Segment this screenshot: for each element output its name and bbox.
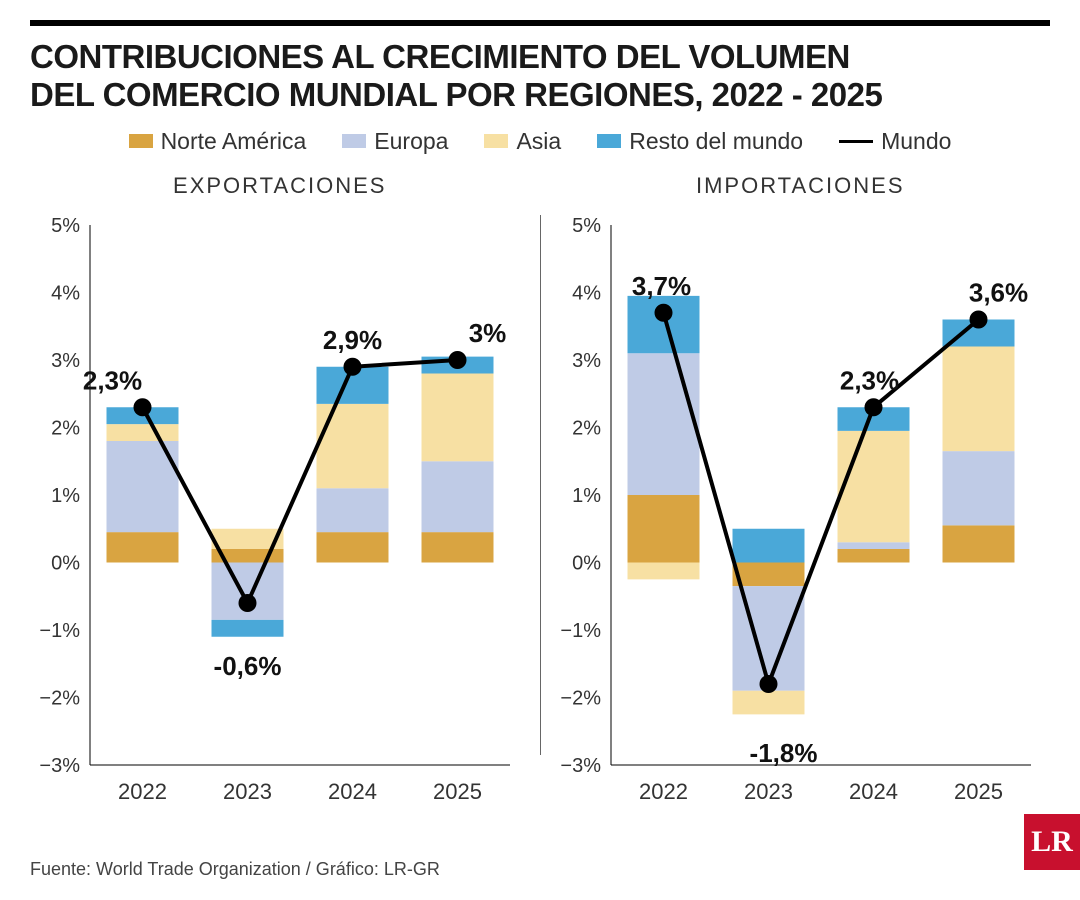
svg-text:3,6%: 3,6% xyxy=(968,277,1027,307)
svg-text:2,3%: 2,3% xyxy=(83,365,142,395)
swatch-asia xyxy=(484,134,508,148)
svg-text:3%: 3% xyxy=(469,318,507,348)
svg-text:−3%: −3% xyxy=(560,755,601,777)
chart-title-imports: IMPORTACIONES xyxy=(551,173,1051,199)
legend-label-na: Norte América xyxy=(161,128,307,155)
legend-item-row: Resto del mundo xyxy=(597,128,803,155)
svg-text:2,3%: 2,3% xyxy=(839,365,898,395)
svg-text:−3%: −3% xyxy=(39,755,80,777)
svg-imports: −3% −2% −1% 0% 1% 2% 3% 4% 5% 2022 2023 2024 2025 3,7… xyxy=(551,205,1041,815)
svg-text:1%: 1% xyxy=(51,485,80,507)
svg-text:-0,6%: -0,6% xyxy=(214,651,282,681)
svg-text:−2%: −2% xyxy=(39,687,80,709)
title-line-2: DEL COMERCIO MUNDIAL POR REGIONES, 2022 … xyxy=(30,76,882,113)
swatch-na xyxy=(129,134,153,148)
legend-item-world: Mundo xyxy=(839,128,951,155)
svg-text:2025: 2025 xyxy=(954,779,1003,804)
lr-badge: LR xyxy=(1024,814,1080,870)
legend-item-eu: Europa xyxy=(342,128,448,155)
svg-text:2023: 2023 xyxy=(223,779,272,804)
swatch-row xyxy=(597,134,621,148)
swatch-world-line xyxy=(839,140,873,143)
svg-text:3,7%: 3,7% xyxy=(631,271,690,301)
svg-text:3%: 3% xyxy=(572,350,601,372)
source-footer: Fuente: World Trade Organization / Gráfi… xyxy=(30,859,440,880)
svg-text:5%: 5% xyxy=(572,215,601,237)
chart-title-exports: EXPORTACIONES xyxy=(30,173,530,199)
legend-label-world: Mundo xyxy=(881,128,951,155)
legend: Norte América Europa Asia Resto del mund… xyxy=(30,128,1050,155)
legend-item-asia: Asia xyxy=(484,128,561,155)
legend-label-row: Resto del mundo xyxy=(629,128,803,155)
svg-text:−1%: −1% xyxy=(560,620,601,642)
svg-text:−1%: −1% xyxy=(39,620,80,642)
legend-label-asia: Asia xyxy=(516,128,561,155)
svg-text:2%: 2% xyxy=(51,417,80,439)
chart-exports: EXPORTACIONES −3% −2% −1% 0% 1% 2% 3% 4% 5% 2022 2… xyxy=(30,173,530,815)
svg-text:1%: 1% xyxy=(572,485,601,507)
svg-text:5%: 5% xyxy=(51,215,80,237)
svg-text:3%: 3% xyxy=(51,350,80,372)
chart-divider xyxy=(540,215,541,755)
svg-text:0%: 0% xyxy=(51,552,80,574)
svg-text:4%: 4% xyxy=(572,282,601,304)
svg-text:2025: 2025 xyxy=(433,779,482,804)
svg-text:2022: 2022 xyxy=(118,779,167,804)
top-rule xyxy=(30,20,1050,26)
svg-text:4%: 4% xyxy=(51,282,80,304)
svg-text:2023: 2023 xyxy=(744,779,793,804)
svg-text:2022: 2022 xyxy=(639,779,688,804)
page-title: CONTRIBUCIONES AL CRECIMIENTO DEL VOLUME… xyxy=(30,38,1050,114)
title-line-1: CONTRIBUCIONES AL CRECIMIENTO DEL VOLUME… xyxy=(30,38,850,75)
svg-text:2024: 2024 xyxy=(849,779,898,804)
svg-text:2,9%: 2,9% xyxy=(323,325,382,355)
svg-text:2024: 2024 xyxy=(328,779,377,804)
svg-text:-1,8%: -1,8% xyxy=(749,738,817,768)
charts-row: EXPORTACIONES −3% −2% −1% 0% 1% 2% 3% 4% 5% 2022 2… xyxy=(30,173,1050,815)
swatch-eu xyxy=(342,134,366,148)
svg-text:2%: 2% xyxy=(572,417,601,439)
legend-item-na: Norte América xyxy=(129,128,307,155)
svg-text:0%: 0% xyxy=(572,552,601,574)
legend-label-eu: Europa xyxy=(374,128,448,155)
svg-exports: −3% −2% −1% 0% 1% 2% 3% 4% 5% 2022 2023 2024 2025 2,3… xyxy=(30,205,520,815)
chart-imports: IMPORTACIONES −3% −2% −1% 0% 1% 2% 3% 4% 5% 2022 2… xyxy=(551,173,1051,815)
svg-text:−2%: −2% xyxy=(560,687,601,709)
